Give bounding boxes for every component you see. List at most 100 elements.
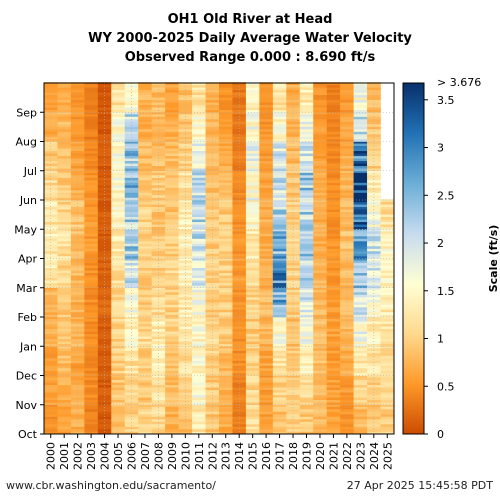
heatmap-cell	[286, 294, 301, 298]
heatmap-cell	[299, 379, 314, 383]
heatmap-cell	[219, 416, 233, 420]
heatmap-cell	[111, 238, 126, 242]
heatmap-cell	[84, 262, 99, 266]
heatmap-cell	[178, 416, 193, 420]
heatmap-cell	[353, 304, 368, 308]
heatmap-cell	[326, 153, 341, 157]
heatmap-cell	[367, 297, 381, 300]
heatmap-cell	[245, 221, 260, 225]
heatmap-cell	[313, 228, 327, 232]
heatmap-cell	[353, 231, 368, 234]
heatmap-cell	[259, 377, 274, 381]
heatmap-cell	[57, 409, 72, 412]
heatmap-cell	[380, 238, 395, 242]
heatmap-cell	[272, 87, 287, 91]
heatmap-cell	[299, 404, 314, 407]
heatmap-cell	[111, 294, 126, 298]
heatmap-cell	[340, 140, 354, 144]
heatmap-cell	[380, 336, 395, 340]
heatmap-cell	[44, 134, 58, 137]
heatmap-cell	[111, 131, 126, 135]
heatmap-cell	[84, 119, 99, 122]
heatmap-cell	[299, 426, 314, 430]
heatmap-cell	[70, 140, 85, 144]
heatmap-cell	[380, 292, 395, 295]
heatmap-cell	[84, 299, 99, 303]
heatmap-cell	[178, 326, 193, 330]
heatmap-cell	[97, 257, 112, 261]
heatmap-cell	[259, 211, 274, 215]
heatmap-gridlines	[44, 83, 394, 435]
heatmap-cell	[219, 429, 233, 432]
heatmap-cell	[367, 431, 381, 435]
heatmap-cell	[340, 270, 354, 274]
heatmap-cell	[313, 377, 327, 381]
heatmap-cell	[245, 131, 260, 135]
heatmap-cell	[44, 182, 58, 186]
heatmap-cell	[245, 333, 260, 337]
heatmap-cell	[232, 153, 247, 157]
heatmap-cell	[165, 158, 179, 162]
heatmap-cell	[165, 172, 179, 176]
heatmap-cell	[340, 426, 354, 430]
heatmap-cell	[138, 429, 152, 432]
heatmap-cell	[286, 197, 301, 201]
heatmap-cell	[340, 153, 354, 157]
heatmap-cell	[57, 253, 72, 257]
heatmap-cell	[70, 343, 85, 347]
heatmap-cell	[205, 233, 220, 237]
heatmap-cell	[192, 260, 206, 264]
heatmap-cell	[353, 297, 368, 300]
heatmap-cell	[97, 302, 112, 305]
heatmap-cell	[380, 328, 395, 332]
heatmap-cell	[70, 392, 85, 396]
heatmap-cell	[111, 260, 126, 264]
heatmap-cell	[70, 323, 85, 327]
heatmap-cell	[313, 192, 327, 196]
heatmap-cell	[97, 389, 112, 393]
heatmap-cell	[286, 297, 301, 300]
heatmap-cell	[111, 431, 126, 435]
heatmap-cell	[286, 350, 301, 354]
heatmap-cell	[192, 275, 206, 279]
heatmap-cell	[165, 431, 179, 435]
heatmap-cell	[245, 84, 260, 88]
heatmap-cell	[44, 206, 58, 210]
heatmap-cell	[245, 363, 260, 366]
heatmap-cell	[340, 392, 354, 396]
heatmap-cell	[165, 148, 179, 152]
heatmap-cell	[138, 107, 152, 111]
heatmap-cell	[205, 270, 220, 274]
heatmap-cell	[232, 221, 247, 225]
heatmap-cell	[192, 402, 206, 406]
heatmap-cell	[192, 209, 206, 213]
heatmap-cell	[165, 260, 179, 264]
heatmap-cell	[111, 92, 126, 96]
heatmap-cell	[367, 155, 381, 159]
heatmap-cell	[57, 416, 72, 420]
heatmap-cell	[165, 402, 179, 406]
heatmap-cell	[192, 190, 206, 193]
heatmap-cell	[286, 374, 301, 378]
heatmap-cell	[367, 353, 381, 356]
heatmap-cell	[353, 294, 368, 298]
heatmap-cell	[367, 221, 381, 225]
heatmap-cell	[111, 136, 126, 140]
heatmap-cell	[138, 377, 152, 381]
heatmap-cell	[367, 411, 381, 415]
heatmap-cell	[138, 82, 152, 86]
heatmap-cell	[340, 251, 354, 254]
heatmap-cell	[232, 321, 247, 325]
heatmap-cell	[192, 326, 206, 330]
heatmap-cell	[84, 345, 99, 349]
heatmap-cell	[219, 107, 233, 111]
heatmap-cell	[245, 348, 260, 351]
heatmap-cell	[232, 326, 247, 330]
heatmap-cell	[151, 414, 166, 417]
heatmap-cell	[205, 343, 220, 347]
heatmap-cell	[57, 87, 72, 91]
heatmap-cell	[245, 416, 260, 420]
heatmap-cell	[138, 404, 152, 407]
heatmap-cell	[111, 343, 126, 347]
heatmap-cell	[138, 312, 152, 315]
